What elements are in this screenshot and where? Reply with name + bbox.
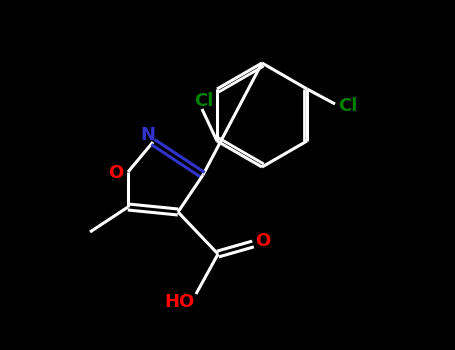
Text: Cl: Cl — [339, 97, 358, 115]
Text: HO: HO — [165, 293, 195, 311]
Text: N: N — [141, 126, 156, 144]
Text: O: O — [108, 164, 124, 182]
Text: O: O — [255, 232, 271, 250]
Text: Cl: Cl — [194, 92, 214, 110]
